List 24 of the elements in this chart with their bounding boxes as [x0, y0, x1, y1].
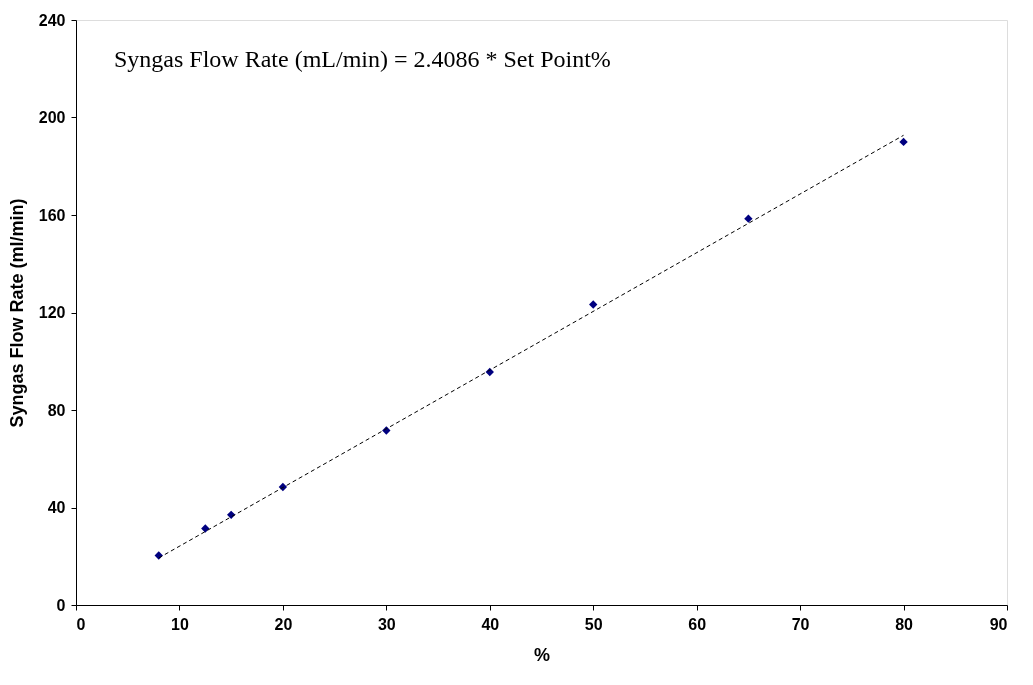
point	[201, 524, 210, 533]
x-tick-label: 90	[989, 615, 1008, 633]
x-tick-label: 70	[791, 615, 810, 633]
annotation: Syngas Flow Rate (mL/min) = 2.4086 * Set Point%	[114, 46, 611, 72]
x-tick-label: 80	[895, 615, 914, 633]
y-tick-label: 120	[38, 304, 66, 321]
x-tick-label: 30	[377, 615, 396, 633]
y-tick-label: 200	[38, 109, 66, 126]
x-tick-label: 0	[76, 615, 86, 633]
x-tick-label: 50	[584, 615, 603, 633]
x-tick-label: 10	[171, 615, 189, 633]
x-tick-label: 40	[481, 615, 500, 633]
point	[589, 300, 598, 309]
y-tick-label: 40	[47, 499, 66, 516]
x-axis-title: %	[533, 644, 551, 665]
y-tick-label: 80	[47, 401, 66, 419]
y-tick-label: 240	[38, 11, 66, 29]
y-tick-label: 0	[56, 596, 66, 614]
x-tick-label: 20	[274, 615, 293, 633]
y-axis-title: Syngas Flow Rate (ml/min)	[6, 198, 27, 428]
x-tick-label: 60	[688, 615, 707, 633]
point	[744, 214, 753, 223]
point	[899, 137, 908, 147]
y-tick-label: 160	[38, 206, 66, 224]
